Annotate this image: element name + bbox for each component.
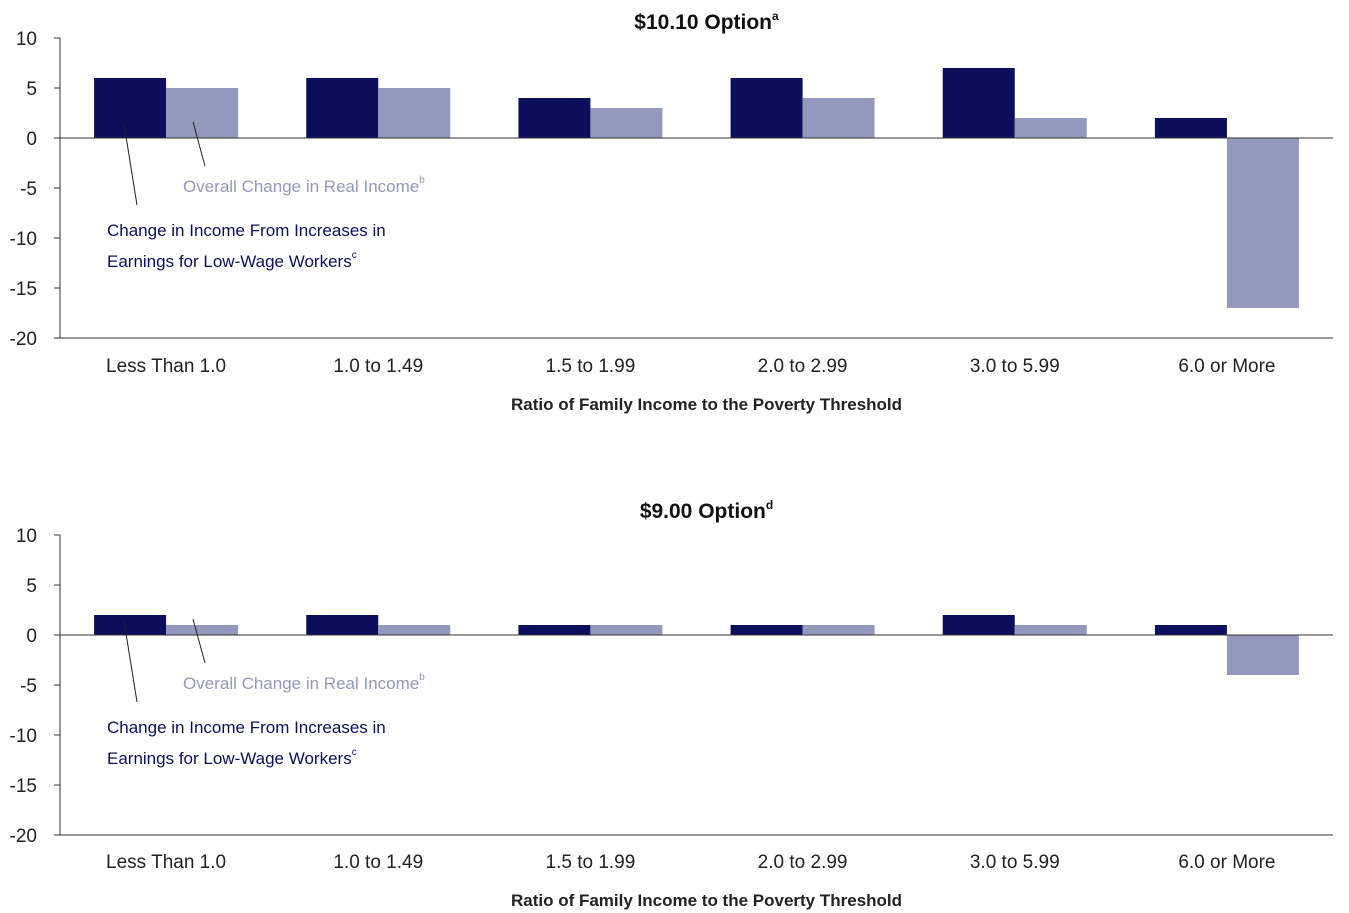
chart-title: $10.10 Optiona — [634, 9, 779, 34]
bar-earnings-2 — [306, 615, 379, 635]
y-tick-label: -5 — [20, 676, 37, 697]
bar-earnings-4 — [730, 78, 803, 138]
y-tick-label: -10 — [10, 726, 37, 747]
annotation-earnings-line1: Change in Income From Increases in — [107, 221, 386, 240]
y-tick-label: -15 — [10, 279, 37, 300]
category-label: 1.0 to 1.49 — [333, 852, 423, 873]
x-axis-label: Ratio of Family Income to the Poverty Th… — [511, 891, 902, 910]
y-tick-label: -20 — [10, 826, 37, 847]
leader-line-overall — [192, 121, 206, 167]
chart-title-text: $9.00 Option — [640, 500, 766, 523]
y-tick-label: 10 — [16, 526, 37, 547]
chart-title-text: $10.10 Option — [634, 11, 772, 34]
bar-overall-2 — [378, 88, 451, 138]
y-tick-label: 0 — [26, 626, 37, 647]
y-tick-label: 10 — [16, 29, 37, 50]
leader-line-overall — [192, 618, 206, 664]
bar-earnings-1 — [94, 615, 167, 635]
annotation-overall: Overall Change in Real Incomeb — [183, 672, 425, 693]
chart-panel-1: $10.10 Optiona 10 5 0 -5 -10 -15 -20 Less Than 1… — [10, 9, 1333, 414]
category-label: 3.0 to 5.99 — [970, 356, 1060, 377]
category-label: 1.0 to 1.49 — [333, 356, 423, 377]
y-tick-label: -10 — [10, 229, 37, 250]
x-axis-label: Ratio of Family Income to the Poverty Th… — [511, 395, 902, 414]
bar-earnings-4 — [730, 625, 803, 635]
bar-earnings-5 — [942, 68, 1015, 138]
category-label: 6.0 or More — [1178, 356, 1275, 377]
annotation-earnings-line2: Earnings for Low-Wage Workersc — [107, 250, 357, 271]
annotation-overall: Overall Change in Real Incomeb — [183, 175, 425, 196]
bar-overall-6 — [1226, 138, 1299, 308]
y-tick-label: 5 — [26, 576, 37, 597]
y-tick-label: -5 — [20, 179, 37, 200]
category-label: 2.0 to 2.99 — [758, 852, 848, 873]
y-tick-label: 5 — [26, 79, 37, 100]
y-tick-label: -15 — [10, 776, 37, 797]
category-label: 1.5 to 1.99 — [546, 356, 636, 377]
leader-line-earnings — [123, 123, 138, 206]
bar-earnings-2 — [306, 78, 379, 138]
chart-title-note: a — [772, 9, 779, 23]
category-label: 1.5 to 1.99 — [546, 852, 636, 873]
bar-earnings-1 — [94, 78, 167, 138]
y-tick-label: -20 — [10, 329, 37, 350]
bar-overall-4 — [802, 625, 875, 635]
bar-overall-1 — [166, 88, 239, 138]
category-label: 3.0 to 5.99 — [970, 852, 1060, 873]
annotation-earnings-line1: Change in Income From Increases in — [107, 718, 386, 737]
bar-earnings-3 — [518, 625, 591, 635]
chart-title-note: d — [766, 498, 773, 512]
y-tick-label: 0 — [26, 129, 37, 150]
bar-overall-3 — [590, 108, 663, 138]
annotation-earnings-line2: Earnings for Low-Wage Workersc — [107, 747, 357, 768]
bar-overall-6 — [1226, 635, 1299, 675]
category-label: Less Than 1.0 — [106, 356, 226, 377]
category-label: Less Than 1.0 — [106, 852, 226, 873]
bar-overall-5 — [1014, 118, 1087, 138]
bar-earnings-6 — [1154, 118, 1227, 138]
chart-title: $9.00 Optiond — [640, 498, 773, 523]
leader-line-earnings — [123, 620, 138, 703]
bar-overall-2 — [378, 625, 451, 635]
bar-overall-1 — [166, 625, 239, 635]
bar-earnings-3 — [518, 98, 591, 138]
bar-earnings-5 — [942, 615, 1015, 635]
bar-overall-4 — [802, 98, 875, 138]
bar-earnings-6 — [1154, 625, 1227, 635]
bar-overall-5 — [1014, 625, 1087, 635]
category-label: 2.0 to 2.99 — [758, 356, 848, 377]
category-label: 6.0 or More — [1178, 852, 1275, 873]
bar-overall-3 — [590, 625, 663, 635]
chart-panel-2: $9.00 Optiond 10 5 0 -5 -10 -15 -20 Less Than 1.… — [10, 498, 1333, 910]
